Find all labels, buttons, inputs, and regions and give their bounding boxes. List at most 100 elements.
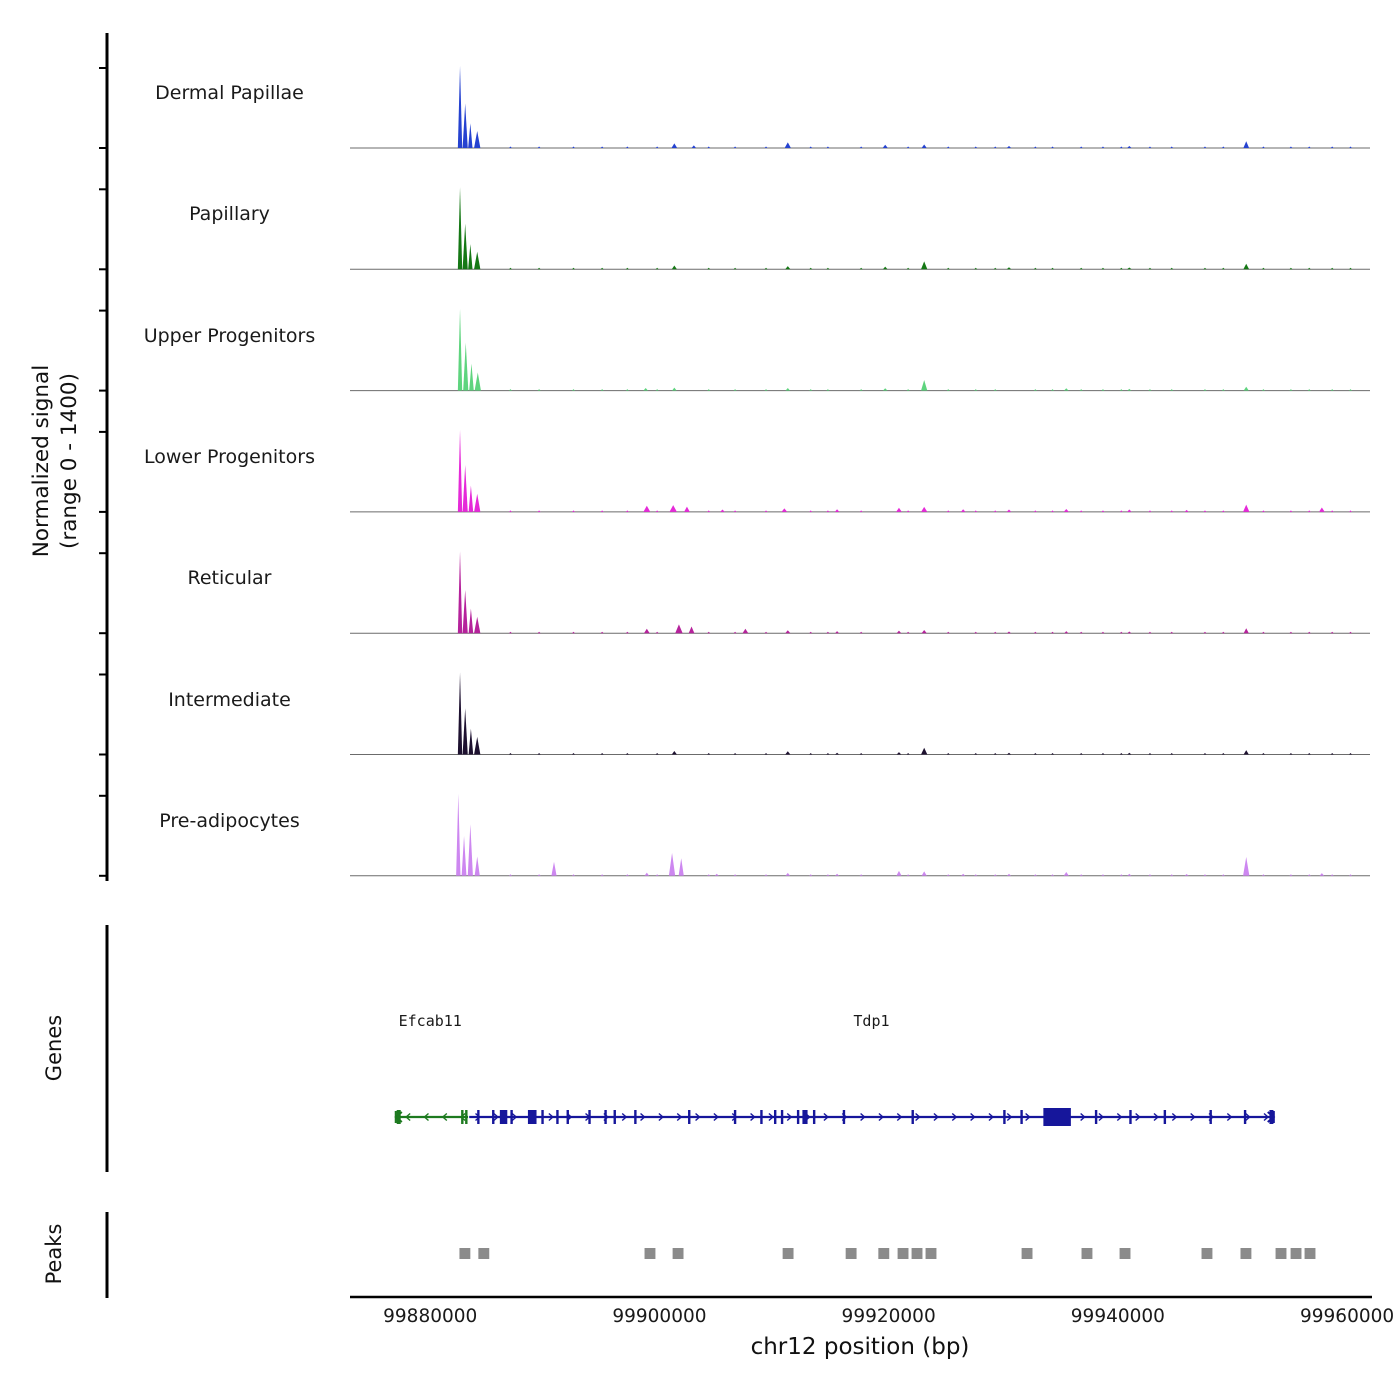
signal-peak [678, 858, 684, 876]
signal-peak [733, 389, 737, 391]
strand-arrow [1080, 1112, 1086, 1122]
strand-arrow [1116, 1112, 1123, 1122]
signal-peak [1221, 267, 1225, 270]
signal-peak [1119, 389, 1123, 391]
signal-peak [474, 372, 481, 391]
signal-peak [1148, 753, 1152, 755]
signal-peak [462, 465, 468, 512]
signal-peak [1127, 388, 1132, 391]
signal-peak [625, 146, 629, 148]
signal-peak [1119, 510, 1123, 512]
exon [796, 1110, 800, 1124]
strand-arrow [640, 1112, 646, 1122]
signal-peak [625, 510, 629, 512]
signal-peak [1261, 389, 1265, 391]
signal-peak [946, 267, 950, 270]
signal-peak [733, 753, 737, 755]
strand-arrow [1098, 1112, 1105, 1122]
signal-peak [508, 389, 512, 391]
y-axis-label-line1: Normalized signal [29, 364, 54, 558]
y-axis-label-line2: (range 0 - 1400) [57, 373, 83, 549]
signal-peak [1203, 267, 1207, 270]
exon [541, 1110, 544, 1124]
signal-peak [463, 342, 469, 391]
x-tick-label: 99920000 [841, 1306, 936, 1327]
strand-arrow [933, 1112, 939, 1122]
signal-peak [826, 874, 830, 876]
strand-arrow [1171, 1112, 1178, 1122]
signal-peak [1148, 510, 1152, 512]
signal-peak [1119, 267, 1123, 270]
signal-peak [600, 146, 604, 148]
signal-peak [1170, 631, 1174, 634]
signal-peak [946, 146, 950, 148]
y-axis-label: Normalized signal (range 0 - 1400) [28, 211, 86, 711]
signal-peak [1307, 267, 1311, 270]
exon [911, 1110, 914, 1124]
exon [1243, 1110, 1247, 1124]
signal-peak [993, 389, 997, 391]
peak-interval [478, 1248, 490, 1259]
signal-peak [1033, 510, 1037, 512]
peak-interval [644, 1248, 656, 1259]
strand-arrow [1245, 1112, 1251, 1122]
x-tick-label: 99940000 [1070, 1306, 1165, 1327]
strand-arrow [1025, 1112, 1031, 1122]
signal-peak [785, 387, 791, 391]
signal-peak [993, 267, 997, 270]
signal-peak [896, 752, 902, 755]
signal-peak [859, 874, 863, 876]
signal-peak [625, 267, 629, 270]
strand-arrow [511, 1112, 518, 1122]
signal-peak [921, 506, 928, 512]
signal-peak [974, 753, 978, 755]
signal-peak [1051, 510, 1055, 512]
signal-peak [1033, 631, 1037, 634]
signal-peak [1307, 753, 1311, 755]
strand-arrow [676, 1112, 683, 1122]
signal-peak [1127, 145, 1132, 148]
signal-peak [1221, 146, 1225, 148]
strand-arrow [1135, 1112, 1141, 1122]
signal-peak [1127, 752, 1132, 755]
signal-peak [707, 389, 711, 391]
peak-interval [878, 1248, 890, 1259]
signal-peak [1243, 263, 1250, 270]
signal-peak [1184, 509, 1189, 512]
signal-peak [1119, 146, 1123, 148]
signal-peak [1289, 267, 1293, 270]
signal-peak [921, 747, 928, 755]
signal-peak [508, 631, 512, 634]
peak-interval [1119, 1248, 1131, 1259]
signal-peak [826, 631, 830, 634]
signal-peak [1307, 146, 1311, 148]
signal-peak [1006, 752, 1011, 755]
signal-peak [1349, 753, 1353, 755]
signal-peak [1289, 389, 1293, 391]
exon [1003, 1110, 1006, 1124]
signal-peak [809, 389, 813, 391]
signal-peak [508, 753, 512, 755]
signal-peak [781, 508, 788, 512]
signal-peak [1051, 267, 1055, 270]
exon [396, 1110, 401, 1124]
signal-peak [1051, 874, 1055, 876]
signal-peak [457, 66, 463, 148]
signal-peak [1051, 389, 1055, 391]
signal-peak [1148, 874, 1152, 876]
signal-peak [809, 267, 813, 270]
signal-peak [826, 146, 830, 148]
signal-peak [859, 753, 863, 755]
signal-peak [655, 389, 659, 391]
strand-arrow [493, 1112, 499, 1122]
signal-peak [1079, 267, 1083, 270]
exon [1163, 1110, 1167, 1124]
signal-peak [457, 308, 463, 391]
signal-peak [859, 389, 863, 391]
signal-peak [1243, 141, 1250, 148]
signal-peak [906, 267, 910, 270]
signal-peak [1243, 857, 1250, 876]
signal-peak [733, 631, 737, 634]
signal-peak [1119, 874, 1123, 876]
strand-arrow [823, 1112, 829, 1122]
